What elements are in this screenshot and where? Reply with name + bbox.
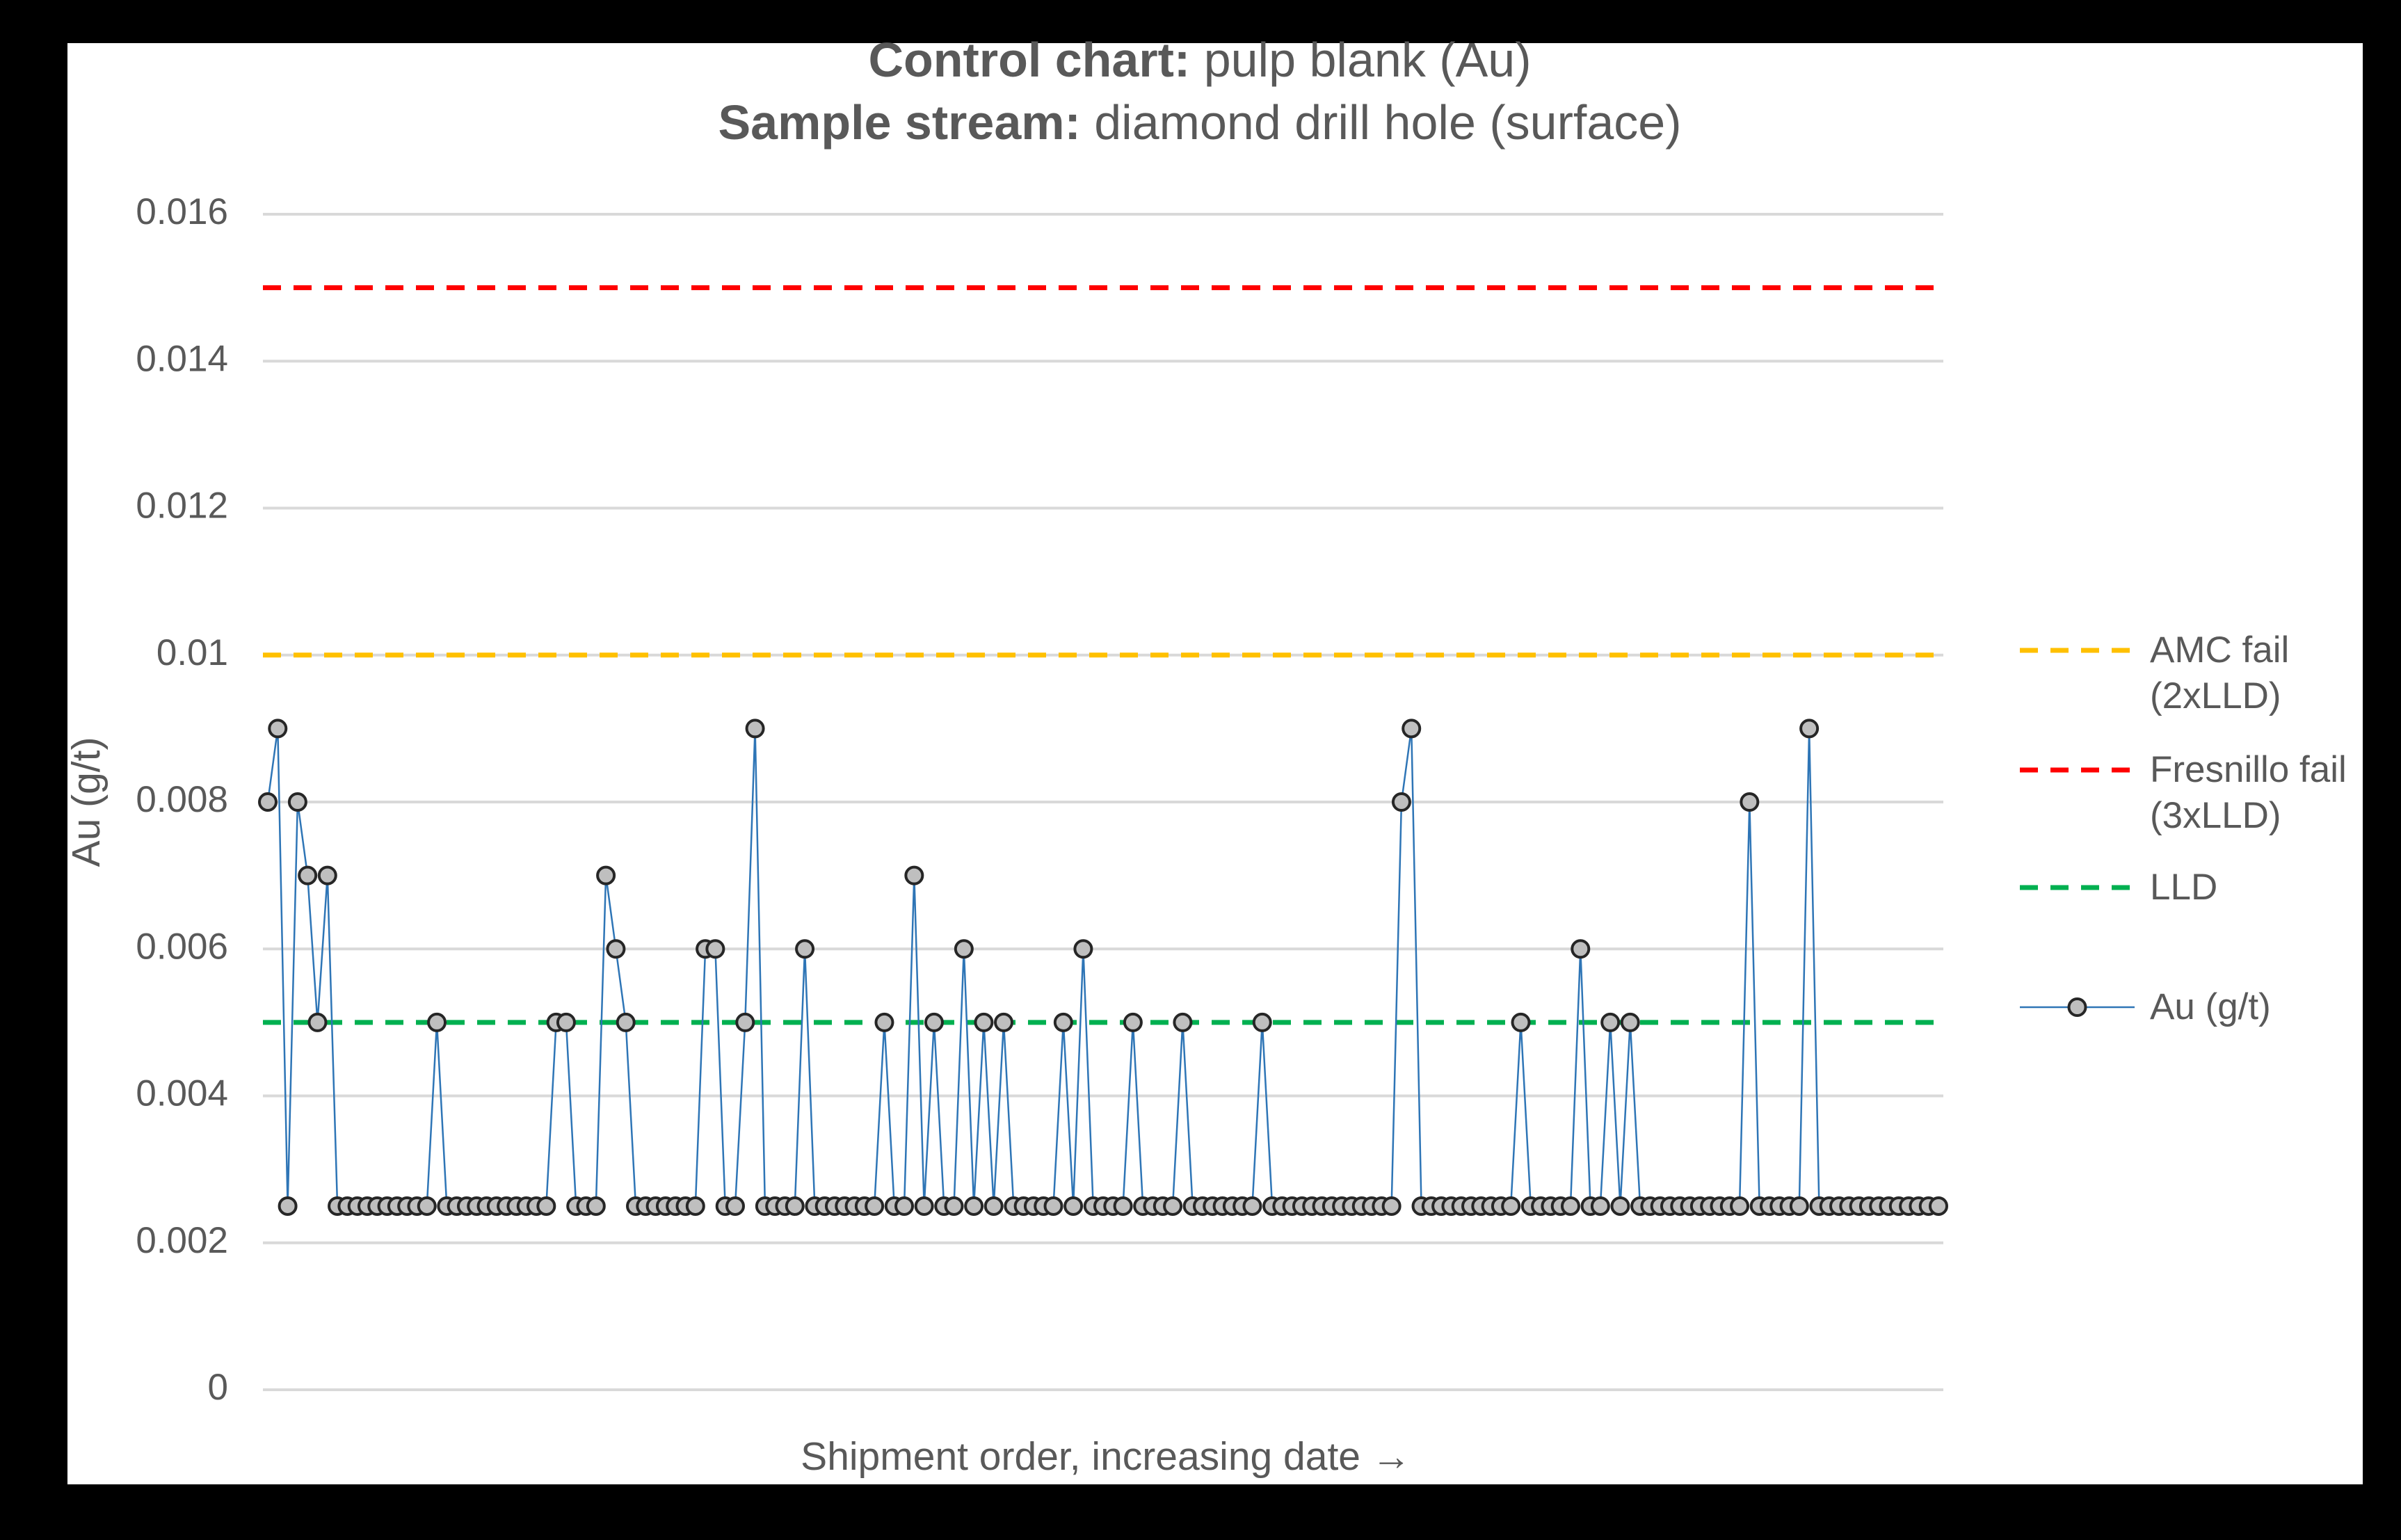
data-point (1730, 1196, 1750, 1216)
y-tick-label: 0.01 (156, 632, 228, 673)
data-point (317, 865, 337, 885)
subtitle-label: Sample stream: (718, 95, 1080, 150)
data-point (1571, 939, 1591, 959)
legend-label: AMC fail (2xLLD) (2150, 629, 2290, 716)
data-point (1590, 1196, 1610, 1216)
data-point (1600, 1012, 1621, 1032)
data-point (983, 1196, 1004, 1216)
data-point (735, 1012, 755, 1032)
y-tick-label: 0.012 (136, 486, 228, 527)
data-point (954, 939, 974, 959)
legend-label: LLD (2150, 867, 2218, 908)
title-label: Control chart: (868, 33, 1190, 87)
data-point (1929, 1196, 1948, 1216)
data-point (268, 719, 288, 739)
data-point (1402, 719, 1422, 739)
data-point (785, 1196, 805, 1216)
chart-area (67, 43, 2363, 1484)
data-point (974, 1012, 994, 1032)
data-point (1799, 719, 1820, 739)
subtitle-text: diamond drill hole (surface) (1094, 95, 1681, 150)
data-point (874, 1012, 894, 1032)
data-point (258, 792, 278, 812)
data-point (1252, 1012, 1272, 1032)
data-point (865, 1196, 885, 1216)
data-point (1043, 1196, 1063, 1216)
data-point (1560, 1196, 1580, 1216)
data-point (1511, 1012, 1531, 1032)
data-point (1501, 1196, 1521, 1216)
data-point (556, 1012, 576, 1032)
data-point (705, 939, 725, 959)
y-tick-label: 0 (208, 1367, 228, 1408)
data-point (1789, 1196, 1809, 1216)
chart-subtitle: Sample stream: diamond drill hole (surfa… (718, 95, 1681, 150)
y-tick-label: 0.014 (136, 338, 228, 379)
data-point (1113, 1196, 1133, 1216)
data-point (1391, 792, 1411, 812)
x-axis-label: Shipment order, increasing date → (801, 1434, 1411, 1479)
title-text: pulp blank (Au) (1204, 33, 1532, 87)
data-point (685, 1196, 705, 1216)
data-point (904, 865, 924, 885)
data-point (278, 1196, 298, 1216)
data-point (914, 1196, 934, 1216)
data-point (725, 1196, 745, 1216)
y-tick-label: 0.016 (136, 191, 228, 232)
data-point (1053, 1012, 1073, 1032)
legend-marker (2067, 997, 2087, 1017)
data-point (745, 719, 765, 739)
y-axis-label: Au (g/t) (64, 737, 109, 867)
data-point (1242, 1196, 1262, 1216)
data-point (417, 1196, 437, 1216)
data-point (1073, 939, 1093, 959)
data-point (586, 1196, 606, 1216)
legend-label: Fresnillo fail (3xLLD) (2150, 749, 2347, 836)
data-point (1163, 1196, 1183, 1216)
y-tick-label: 0.008 (136, 779, 228, 820)
data-point (298, 865, 318, 885)
y-tick-label: 0.004 (136, 1073, 228, 1114)
legend-label: Au (g/t) (2150, 986, 2271, 1027)
data-point (994, 1012, 1014, 1032)
data-point (924, 1012, 944, 1032)
data-point (964, 1196, 984, 1216)
data-point (596, 865, 616, 885)
data-point (1381, 1196, 1402, 1216)
data-point (944, 1196, 964, 1216)
data-point (1123, 1012, 1143, 1032)
data-point (795, 939, 815, 959)
data-point (606, 939, 626, 959)
data-point (616, 1012, 636, 1032)
y-tick-label: 0.006 (136, 926, 228, 967)
data-point (1610, 1196, 1630, 1216)
data-point (894, 1196, 915, 1216)
data-point (287, 792, 307, 812)
y-tick-label: 0.002 (136, 1220, 228, 1261)
data-point (1063, 1196, 1084, 1216)
data-point (1173, 1012, 1193, 1032)
data-point (427, 1012, 447, 1032)
data-point (1740, 792, 1760, 812)
data-point (1620, 1012, 1640, 1032)
chart-title: Control chart: pulp blank (Au) (868, 33, 1531, 87)
data-point (536, 1196, 556, 1216)
data-point (307, 1012, 328, 1032)
